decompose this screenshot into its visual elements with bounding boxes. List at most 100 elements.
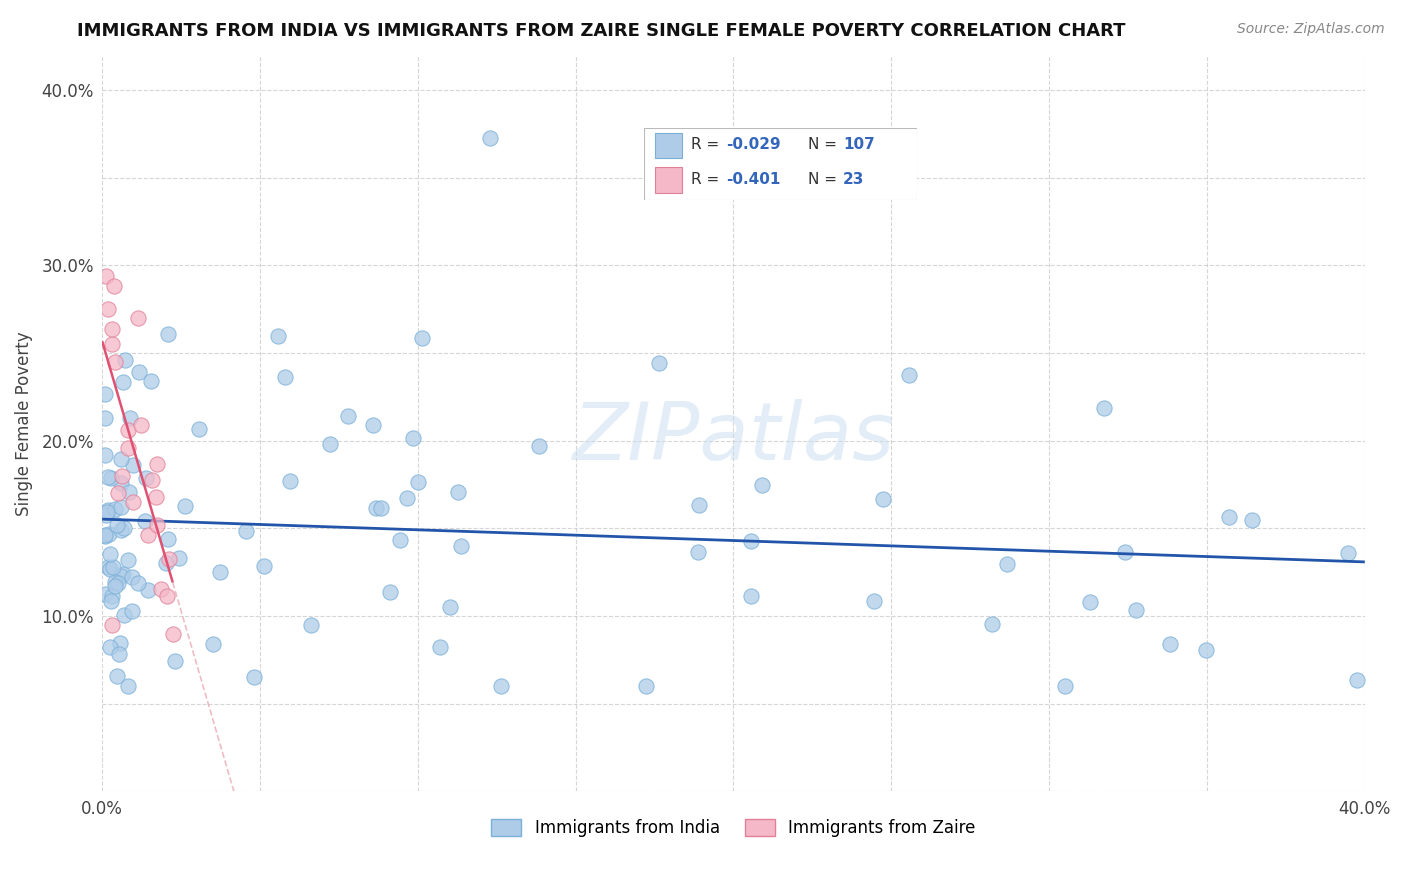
Point [110, 568, 132, 582]
Point [751, 478, 773, 492]
Point [117, 553, 139, 567]
Text: 23: 23 [844, 172, 865, 187]
Point [1125, 603, 1147, 617]
Point [686, 545, 709, 559]
Text: R =: R = [690, 172, 724, 187]
Point [429, 640, 451, 655]
Point [157, 327, 180, 342]
Point [146, 517, 169, 532]
Point [96, 503, 118, 517]
Point [740, 589, 762, 603]
Point [110, 523, 132, 537]
Point [105, 669, 128, 683]
Point [118, 411, 141, 425]
Point [252, 559, 274, 574]
Point [105, 518, 128, 533]
Point [1114, 545, 1136, 559]
Text: N =: N = [807, 137, 842, 153]
Point [107, 486, 129, 500]
Point [138, 583, 160, 598]
Point [134, 471, 156, 485]
Point [479, 130, 502, 145]
Point [101, 559, 124, 574]
Text: -0.401: -0.401 [725, 172, 780, 187]
Point [145, 490, 167, 504]
Point [97, 560, 120, 574]
Point [1159, 637, 1181, 651]
Point [1092, 401, 1115, 415]
Legend: Immigrants from India, Immigrants from Zaire: Immigrants from India, Immigrants from Z… [484, 811, 984, 846]
Point [136, 528, 159, 542]
Point [94, 268, 117, 283]
Point [366, 500, 388, 515]
Point [146, 457, 169, 471]
Point [122, 494, 145, 508]
Point [100, 594, 122, 608]
Point [121, 570, 143, 584]
Point [981, 616, 1004, 631]
Point [100, 470, 122, 484]
Point [243, 670, 266, 684]
Point [1195, 643, 1218, 657]
Point [98, 562, 121, 576]
Point [117, 441, 139, 455]
Point [101, 589, 124, 603]
Point [156, 589, 179, 603]
Text: IMMIGRANTS FROM INDIA VS IMMIGRANTS FROM ZAIRE SINGLE FEMALE POVERTY CORRELATION: IMMIGRANTS FROM INDIA VS IMMIGRANTS FROM… [77, 22, 1126, 40]
Text: -0.029: -0.029 [725, 137, 780, 153]
Point [100, 640, 122, 654]
Point [94, 386, 117, 401]
Point [121, 458, 143, 473]
Point [995, 557, 1018, 571]
Point [395, 491, 418, 505]
Y-axis label: Single Female Poverty: Single Female Poverty [15, 331, 32, 516]
Point [108, 647, 131, 661]
Point [157, 551, 180, 566]
Point [139, 374, 162, 388]
Point [278, 474, 301, 488]
Point [94, 529, 117, 543]
Point [110, 636, 132, 650]
Point [235, 524, 257, 538]
Point [97, 469, 120, 483]
Point [98, 547, 121, 561]
Text: N =: N = [807, 172, 842, 187]
Point [389, 533, 412, 547]
Point [129, 417, 152, 432]
Point [155, 556, 177, 570]
Point [110, 452, 132, 467]
Point [121, 604, 143, 618]
Point [489, 679, 512, 693]
Point [439, 600, 461, 615]
Point [128, 366, 150, 380]
Point [156, 532, 179, 546]
Point [1346, 673, 1368, 688]
Point [104, 355, 127, 369]
Point [267, 328, 290, 343]
Point [100, 337, 122, 351]
Point [127, 576, 149, 591]
Point [527, 439, 550, 453]
Point [117, 679, 139, 693]
Point [110, 469, 132, 483]
Point [114, 353, 136, 368]
Point [872, 492, 894, 507]
Point [447, 485, 470, 500]
Point [274, 370, 297, 384]
Point [406, 475, 429, 490]
Point [163, 654, 186, 668]
Point [96, 505, 118, 519]
Bar [655, 168, 682, 193]
Point [174, 499, 197, 513]
Point [370, 501, 392, 516]
Point [401, 431, 423, 445]
Point [740, 533, 762, 548]
Point [201, 636, 224, 650]
Point [100, 617, 122, 632]
Point [862, 594, 884, 608]
Point [150, 582, 173, 596]
Point [112, 521, 135, 535]
Point [94, 587, 117, 601]
Point [104, 502, 127, 516]
Point [361, 417, 384, 432]
